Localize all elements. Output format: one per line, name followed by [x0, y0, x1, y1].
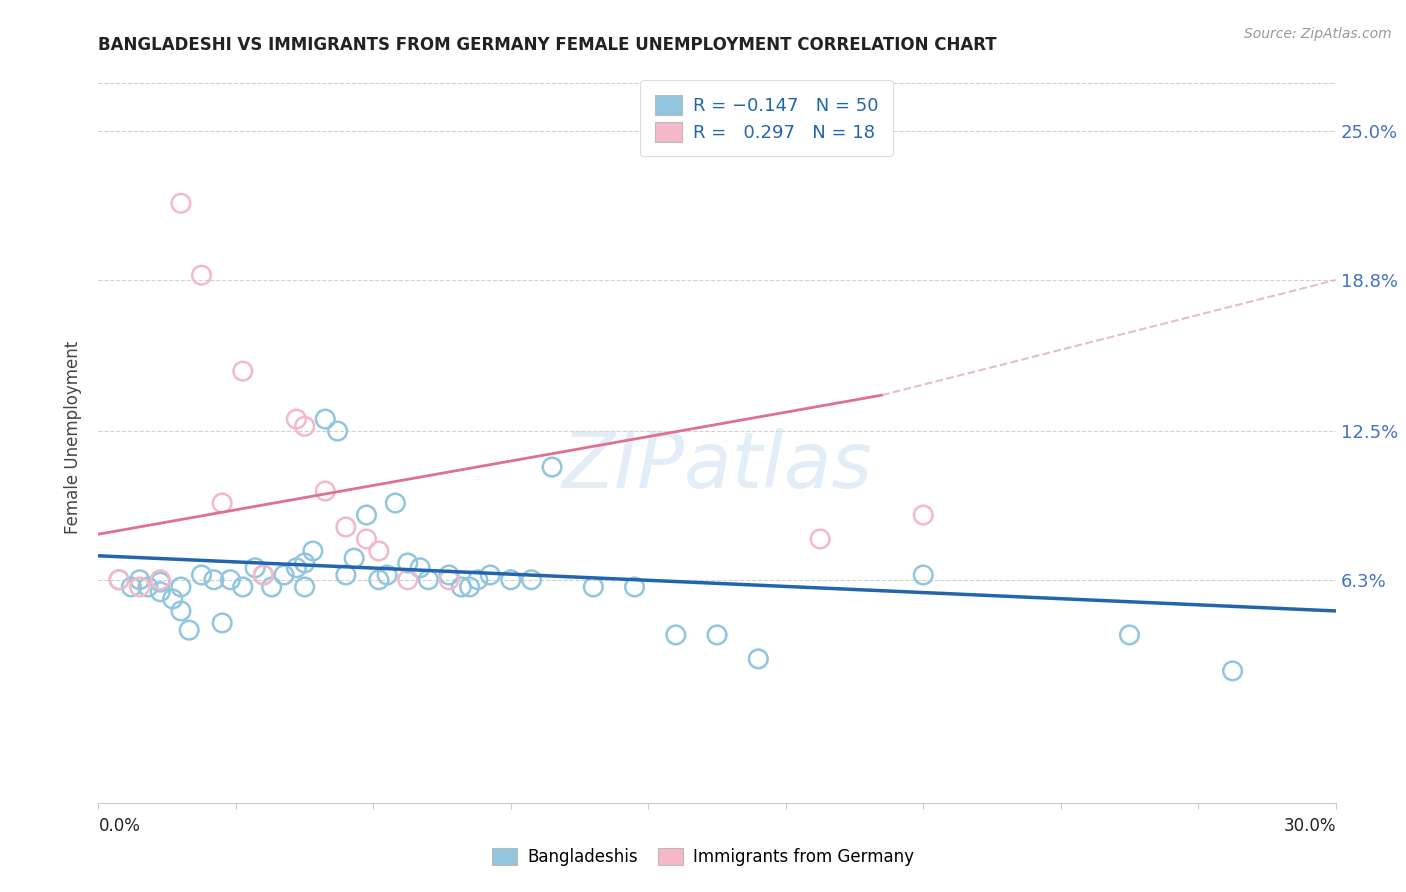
Point [149, 573, 172, 587]
Point [912, 568, 935, 582]
Point [273, 568, 295, 582]
Point [343, 551, 366, 566]
Point [356, 532, 378, 546]
Point [252, 568, 274, 582]
Point [149, 584, 172, 599]
Point [335, 520, 357, 534]
Point [285, 412, 308, 426]
Point [162, 591, 184, 606]
Point [437, 568, 460, 582]
Point [808, 532, 831, 546]
Point [294, 580, 316, 594]
Point [202, 573, 225, 587]
Point [367, 573, 389, 587]
Point [437, 573, 460, 587]
Point [375, 568, 398, 582]
Point [136, 580, 159, 594]
Point [1118, 628, 1140, 642]
Point [541, 460, 564, 475]
Point [314, 412, 336, 426]
Point [128, 573, 150, 587]
Point [211, 496, 233, 510]
Point [170, 580, 193, 594]
Point [467, 573, 489, 587]
Text: 0.0%: 0.0% [98, 817, 141, 835]
Point [170, 604, 193, 618]
Point [912, 508, 935, 522]
Point [479, 568, 502, 582]
Point [149, 575, 172, 590]
Point [294, 556, 316, 570]
Point [335, 568, 357, 582]
Point [396, 556, 419, 570]
Point [450, 580, 472, 594]
Point [252, 568, 274, 582]
Point [302, 544, 325, 558]
Point [396, 573, 419, 587]
Point [219, 573, 242, 587]
Point [314, 483, 336, 498]
Point [1222, 664, 1244, 678]
Point [356, 508, 378, 522]
Point [190, 568, 212, 582]
Point [108, 573, 131, 587]
Point [170, 196, 193, 211]
Point [458, 580, 481, 594]
Point [582, 580, 605, 594]
Y-axis label: Female Unemployment: Female Unemployment [65, 341, 83, 533]
Point [190, 268, 212, 283]
Point [232, 364, 254, 378]
Point [499, 573, 522, 587]
Text: 30.0%: 30.0% [1284, 817, 1336, 835]
Point [418, 573, 440, 587]
Point [211, 615, 233, 630]
Point [108, 573, 131, 587]
Text: Source: ZipAtlas.com: Source: ZipAtlas.com [1244, 27, 1392, 41]
Point [285, 561, 308, 575]
Point [747, 652, 769, 666]
Point [294, 419, 316, 434]
Point [367, 544, 389, 558]
Point [665, 628, 688, 642]
Point [384, 496, 406, 510]
Point [243, 561, 266, 575]
Point [326, 424, 349, 438]
Point [706, 628, 728, 642]
Point [120, 580, 142, 594]
Point [623, 580, 645, 594]
Point [232, 580, 254, 594]
Point [409, 561, 432, 575]
Legend: R = −0.147   N = 50, R =   0.297   N = 18: R = −0.147 N = 50, R = 0.297 N = 18 [640, 80, 893, 156]
Point [128, 580, 150, 594]
Point [260, 580, 283, 594]
Legend: Bangladeshis, Immigrants from Germany: Bangladeshis, Immigrants from Germany [484, 840, 922, 875]
Point [179, 623, 201, 637]
Text: BANGLADESHI VS IMMIGRANTS FROM GERMANY FEMALE UNEMPLOYMENT CORRELATION CHART: BANGLADESHI VS IMMIGRANTS FROM GERMANY F… [98, 36, 997, 54]
Point [520, 573, 543, 587]
Text: ZIPatlas: ZIPatlas [561, 428, 873, 504]
